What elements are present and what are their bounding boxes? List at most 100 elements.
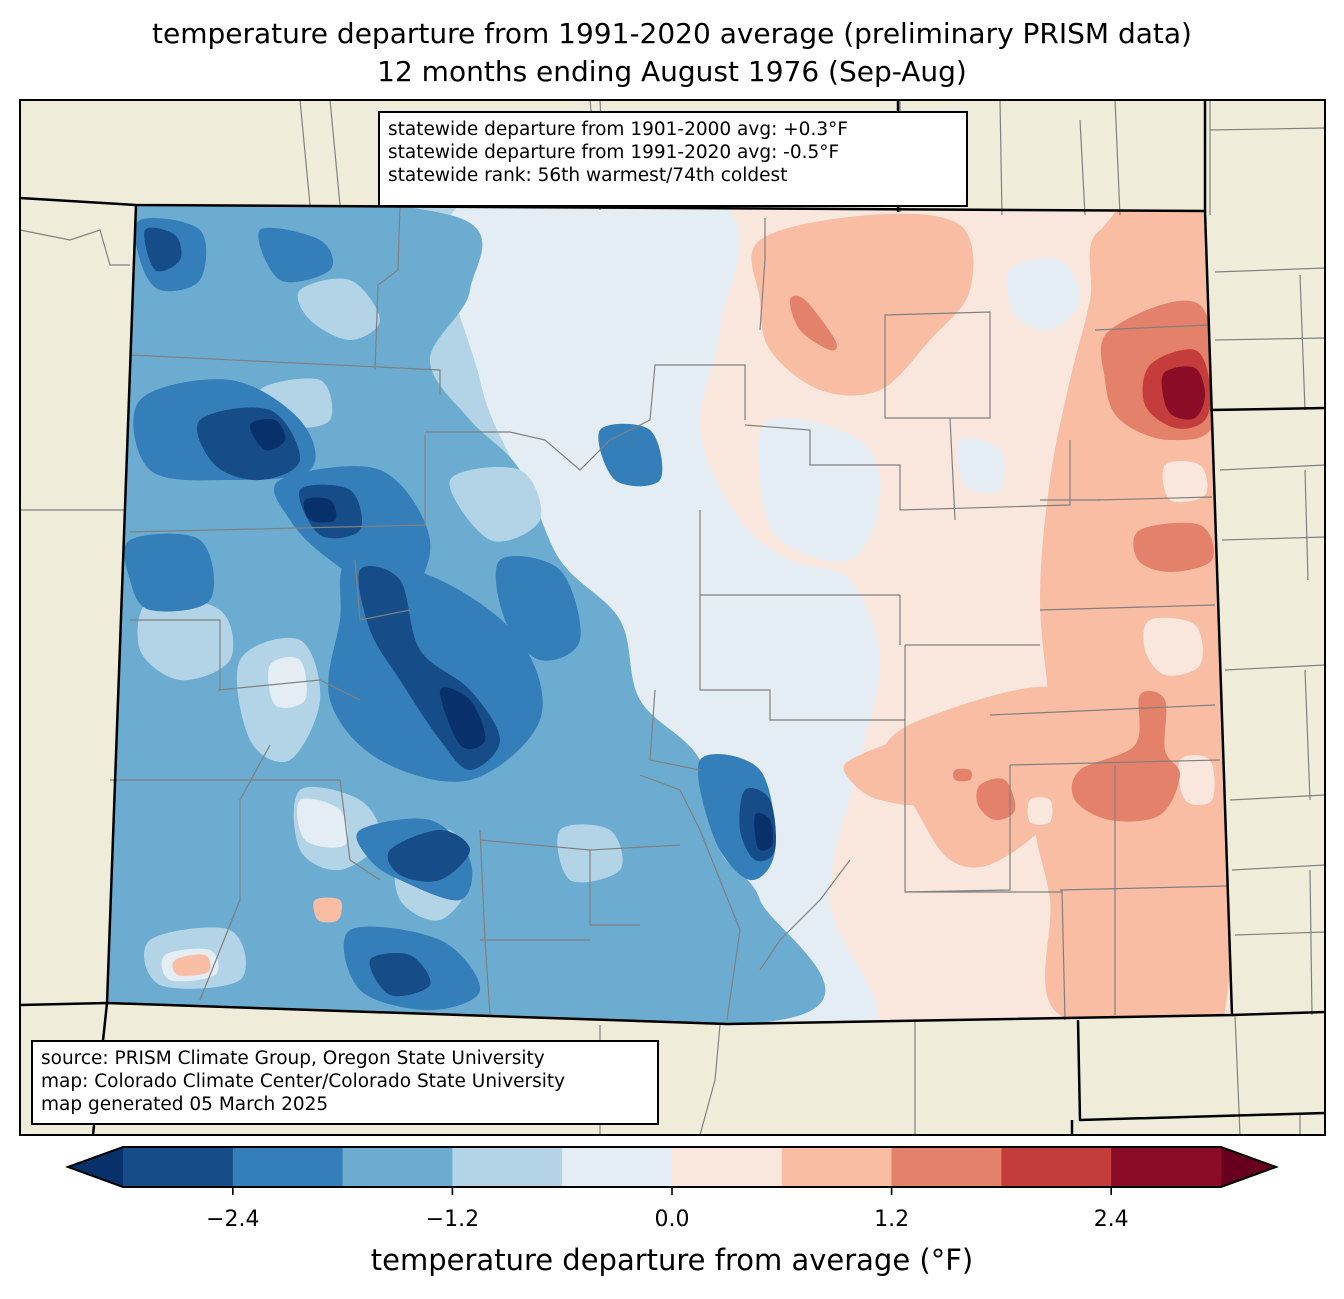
source-credit-box: source: PRISM Climate Group, Oregon Stat…: [31, 1040, 659, 1125]
county-border: [904, 645, 1011, 893]
stats-line-1: statewide departure from 1901-2000 avg: …: [388, 119, 848, 140]
county-border: [1224, 664, 1325, 671]
county-border: [1214, 267, 1325, 273]
county-border: [1219, 464, 1325, 471]
map-frame: [19, 99, 1326, 1136]
contour-region: [1027, 797, 1053, 825]
contour-region: [297, 278, 380, 340]
contour-region: [757, 418, 881, 562]
county-border: [1009, 759, 1221, 766]
county-border: [1304, 469, 1309, 581]
state-border: [1209, 406, 1325, 412]
county-border: [329, 100, 341, 206]
statewide-stats-box: statewide departure from 1901-2000 avg: …: [378, 111, 968, 207]
county-border: [339, 779, 381, 881]
state-border: [105, 204, 138, 1004]
state-border: [1076, 1019, 1325, 1122]
colorbar-label: temperature departure from average (°F): [370, 1243, 974, 1277]
county-border: [699, 510, 905, 721]
county-border: [129, 435, 426, 533]
contour-region: [1162, 460, 1208, 503]
state-border: [1231, 1010, 1325, 1017]
contour-region: [172, 954, 211, 976]
contour-region: [387, 830, 470, 882]
county-border: [1234, 931, 1325, 936]
contour-region: [879, 686, 1073, 868]
county-border: [129, 354, 441, 395]
colorbar-tick-label: 1.2: [874, 1207, 910, 1232]
colorbar-tick-label: 0.0: [654, 1207, 690, 1232]
county-border: [1231, 864, 1325, 871]
county-border: [130, 619, 221, 690]
county-border: [589, 850, 640, 926]
contour-region: [258, 227, 334, 283]
contour-region: [789, 295, 837, 351]
county-border: [1299, 274, 1306, 411]
county-border: [1304, 669, 1311, 801]
county-border: [1309, 869, 1313, 1016]
contour-extreme-cold: [249, 419, 286, 451]
contour-region: [144, 227, 182, 272]
county-border: [949, 417, 956, 521]
county-border: [299, 100, 311, 206]
source-line-2: map: Colorado Climate Center/Colorado St…: [41, 1071, 566, 1092]
county-border: [479, 829, 491, 1016]
county-border: [1209, 127, 1325, 131]
county-border: [759, 859, 851, 971]
contour-region: [449, 466, 542, 542]
colorbar-tick-label: −1.2: [425, 1207, 480, 1232]
contour-region: [137, 597, 234, 681]
county-border: [217, 679, 361, 701]
county-border: [989, 704, 1216, 716]
county-border: [1061, 889, 1066, 1021]
contour-region: [297, 798, 348, 848]
county-border: [639, 774, 741, 1021]
county-border: [999, 100, 1003, 216]
county-border: [1221, 536, 1325, 541]
county-border: [744, 424, 1071, 511]
county-borders: [20, 100, 1325, 1135]
colorbar-tick-label: −2.4: [206, 1207, 260, 1232]
county-border: [649, 689, 701, 771]
contour-extreme-cold: [754, 813, 773, 851]
contour-region: [268, 657, 307, 708]
county-border: [1079, 119, 1086, 216]
county-border: [759, 218, 766, 331]
source-line-1: source: PRISM Climate Group, Oregon Stat…: [41, 1048, 545, 1069]
contour-region: [123, 533, 215, 612]
county-border: [20, 229, 130, 266]
contour-region: [598, 423, 663, 487]
contour-extreme-cold: [303, 497, 337, 523]
contour-warm-northeast: [751, 213, 974, 396]
contour-region: [495, 555, 581, 661]
stats-line-3: statewide rank: 56th warmest/74th coldes…: [388, 165, 788, 186]
contour-region: [957, 437, 1005, 494]
county-border: [1094, 324, 1211, 331]
contour-region: [843, 738, 934, 806]
county-border: [374, 204, 401, 371]
county-border: [1114, 100, 1121, 216]
contour-region: [1143, 617, 1203, 676]
source-line-3: map generated 05 March 2025: [41, 1094, 329, 1115]
contour-region: [953, 768, 972, 782]
county-border: [1059, 885, 1229, 891]
contour-region: [1133, 522, 1214, 572]
contour-region: [313, 897, 343, 923]
colorbar-tick-label: 2.4: [1093, 1207, 1129, 1232]
state-borders: [20, 100, 1325, 1135]
county-border: [1229, 794, 1325, 801]
county-border: [1039, 604, 1216, 611]
contour-extreme-cold: [439, 687, 486, 750]
contour-region: [1178, 754, 1215, 806]
contour-region: [1006, 258, 1081, 331]
county-border: [884, 311, 991, 419]
county-border: [199, 744, 271, 1001]
county-border: [425, 364, 746, 471]
temperature-field: [107, 205, 1232, 1024]
stats-line-2: statewide departure from 1991-2020 avg: …: [388, 142, 840, 163]
map-title-line-1: temperature departure from 1991-2020 ave…: [152, 17, 1192, 50]
county-border: [699, 1024, 721, 1135]
county-border: [354, 559, 411, 621]
contour-region: [976, 778, 1016, 821]
